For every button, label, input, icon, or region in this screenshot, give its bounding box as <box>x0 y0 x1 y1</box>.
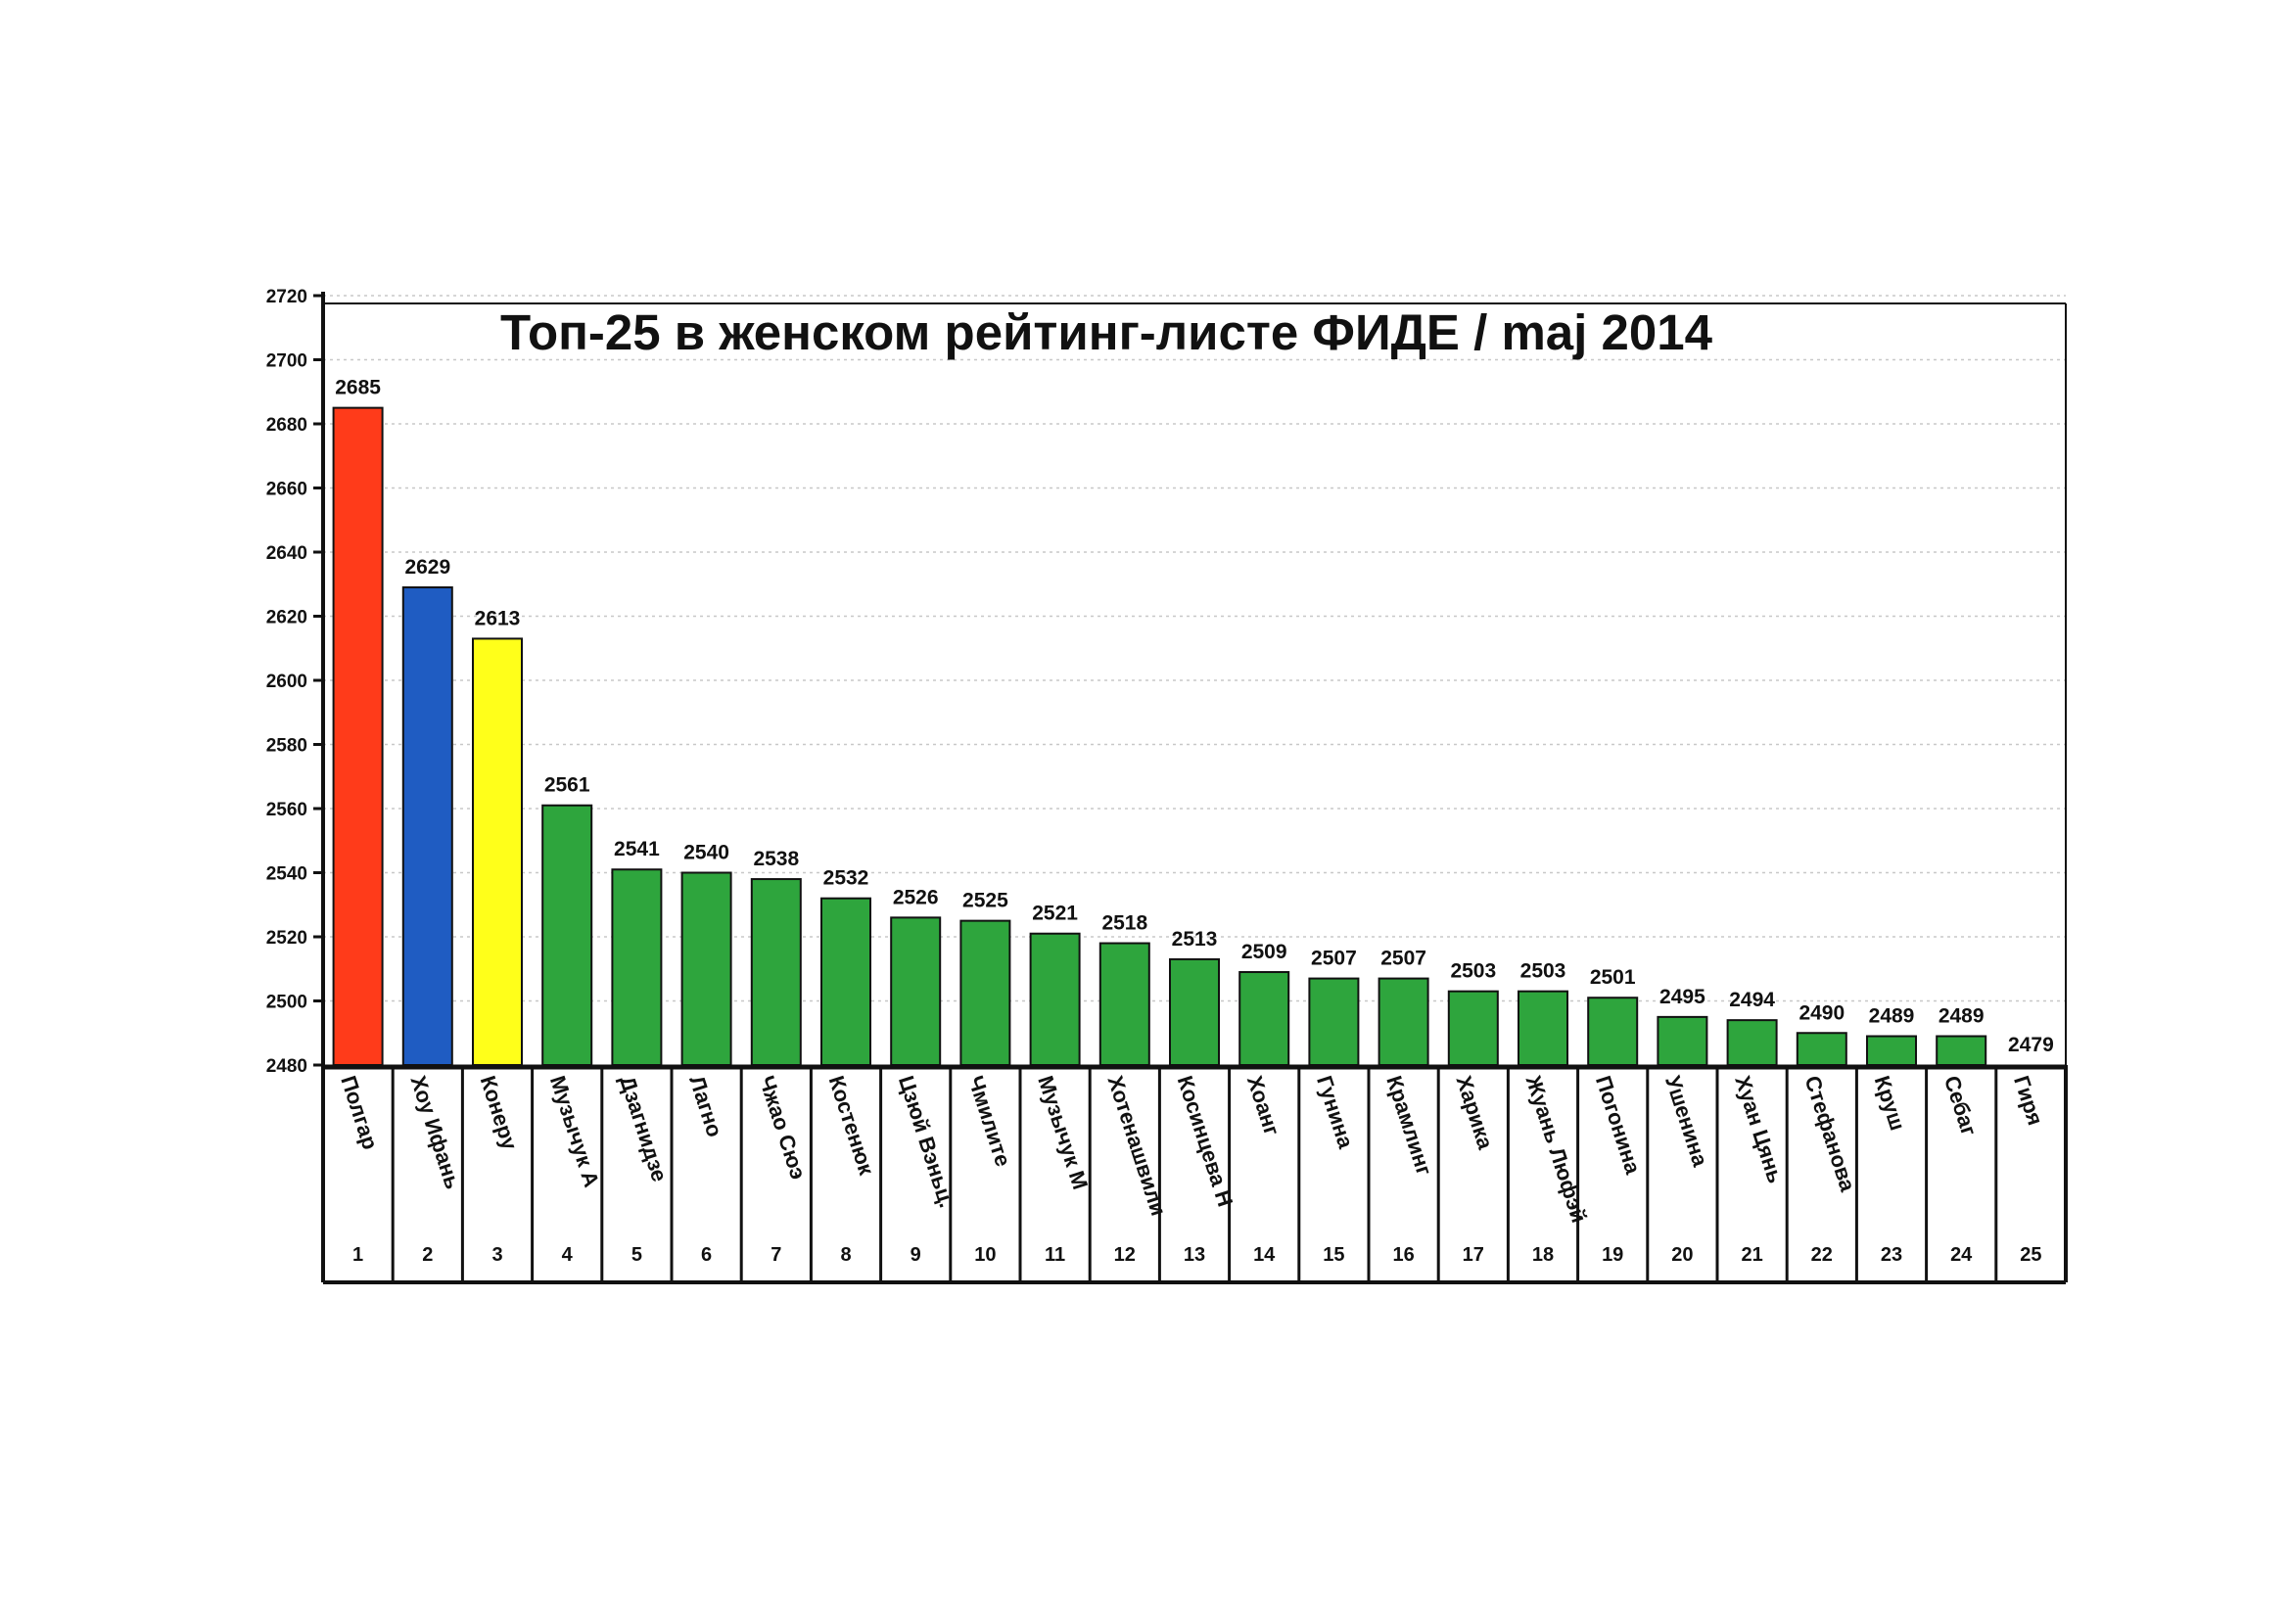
rank-label: 12 <box>1114 1244 1136 1266</box>
rank-label: 25 <box>2020 1244 2041 1266</box>
rank-label: 23 <box>1881 1244 1902 1266</box>
data-label: 2541 <box>614 838 660 860</box>
data-label: 2501 <box>1590 966 1636 989</box>
y-tick-label: 2680 <box>266 415 307 436</box>
bar <box>1866 1035 1917 1067</box>
data-label: 2489 <box>1869 1005 1915 1028</box>
data-label: 2503 <box>1450 960 1496 983</box>
rank-label: 19 <box>1602 1244 1623 1266</box>
data-label: 2685 <box>335 377 381 399</box>
data-label: 2513 <box>1172 928 1218 951</box>
plot-frame <box>323 302 2067 1065</box>
rank-label: 18 <box>1532 1244 1554 1266</box>
data-label: 2507 <box>1311 948 1357 970</box>
bar <box>1447 990 1499 1066</box>
rank-label: 20 <box>1671 1244 1693 1266</box>
data-label: 2503 <box>1520 960 1566 983</box>
rank-label: 24 <box>1950 1244 1973 1266</box>
y-tick-label: 2620 <box>266 608 307 628</box>
data-label: 2613 <box>475 607 521 629</box>
y-tick-label: 2580 <box>266 736 307 757</box>
bar <box>1726 1019 1778 1067</box>
rank-label: 4 <box>562 1244 574 1266</box>
bar <box>332 406 384 1066</box>
data-label: 2521 <box>1032 903 1078 925</box>
rank-label: 6 <box>701 1244 712 1266</box>
bar <box>1518 990 1568 1066</box>
rank-label: 9 <box>911 1244 921 1266</box>
data-label: 2494 <box>1729 989 1775 1011</box>
rank-label: 21 <box>1741 1244 1762 1266</box>
bar <box>1169 957 1220 1066</box>
rank-label: 2 <box>422 1244 433 1266</box>
y-tick-label: 2520 <box>266 928 307 949</box>
y-tick-label: 2480 <box>266 1056 307 1077</box>
bar <box>541 804 593 1066</box>
bar <box>1936 1035 1987 1067</box>
bar <box>401 586 453 1067</box>
bar <box>820 897 871 1067</box>
y-tick-label: 2560 <box>266 800 307 820</box>
data-label: 2526 <box>893 886 939 908</box>
chart-title: Топ-25 в женском рейтинг-листе ФИДЕ / ma… <box>500 304 1713 360</box>
rank-label: 3 <box>491 1244 502 1266</box>
rank-label: 5 <box>631 1244 642 1266</box>
data-label: 2509 <box>1241 941 1287 963</box>
bar <box>611 868 663 1066</box>
data-label: 2489 <box>1939 1005 1985 1028</box>
data-label: 2540 <box>683 842 729 864</box>
rank-label: 13 <box>1184 1244 1205 1266</box>
data-label: 2507 <box>1380 948 1426 970</box>
bar <box>1029 932 1081 1066</box>
data-label: 2561 <box>544 774 590 797</box>
y-tick-label: 2500 <box>266 993 307 1013</box>
data-label: 2532 <box>823 867 869 890</box>
bar <box>1098 942 1150 1066</box>
bar <box>959 919 1011 1066</box>
data-labels: 2685 2629 2613 2561 2541 2540 2538 2532 2526 2525… <box>335 377 2054 1056</box>
data-label: 2629 <box>404 556 450 579</box>
bar <box>472 637 523 1066</box>
rank-label: 7 <box>771 1244 781 1266</box>
rank-label: 22 <box>1811 1244 1833 1266</box>
rank-label: 14 <box>1253 1244 1276 1266</box>
bar <box>680 871 732 1066</box>
rank-label: 11 <box>1045 1244 1065 1266</box>
rank-label: 15 <box>1323 1244 1344 1266</box>
data-label: 2538 <box>753 848 799 870</box>
bar <box>1587 997 1639 1066</box>
y-tick-label: 2660 <box>266 480 307 500</box>
bar <box>1657 1015 1708 1066</box>
y-axis: 2480 2500 2520 2540 2560 2580 2600 2620 2640 2660… <box>266 287 325 1282</box>
bar <box>890 916 942 1066</box>
y-tick-label: 2720 <box>266 287 307 307</box>
y-tick-label: 2600 <box>266 672 307 692</box>
rank-label: 1 <box>352 1244 363 1266</box>
data-label: 2479 <box>2008 1034 2054 1056</box>
data-label: 2495 <box>1659 986 1705 1008</box>
y-tick-label: 2540 <box>266 864 307 885</box>
bar <box>1308 977 1360 1067</box>
y-tick-label: 2640 <box>266 543 307 564</box>
bar <box>1238 971 1290 1067</box>
y-tick-label: 2700 <box>266 351 307 372</box>
bar <box>1796 1032 1847 1066</box>
bar <box>1378 977 1429 1067</box>
rank-label: 16 <box>1392 1244 1414 1266</box>
bar <box>750 878 802 1066</box>
data-label: 2490 <box>1798 1001 1845 1024</box>
data-label: 2525 <box>962 890 1008 912</box>
bars <box>332 406 1987 1067</box>
rank-label: 8 <box>840 1244 851 1266</box>
rank-label: 10 <box>974 1244 996 1266</box>
data-label: 2518 <box>1101 912 1147 935</box>
rank-label: 17 <box>1463 1244 1484 1266</box>
